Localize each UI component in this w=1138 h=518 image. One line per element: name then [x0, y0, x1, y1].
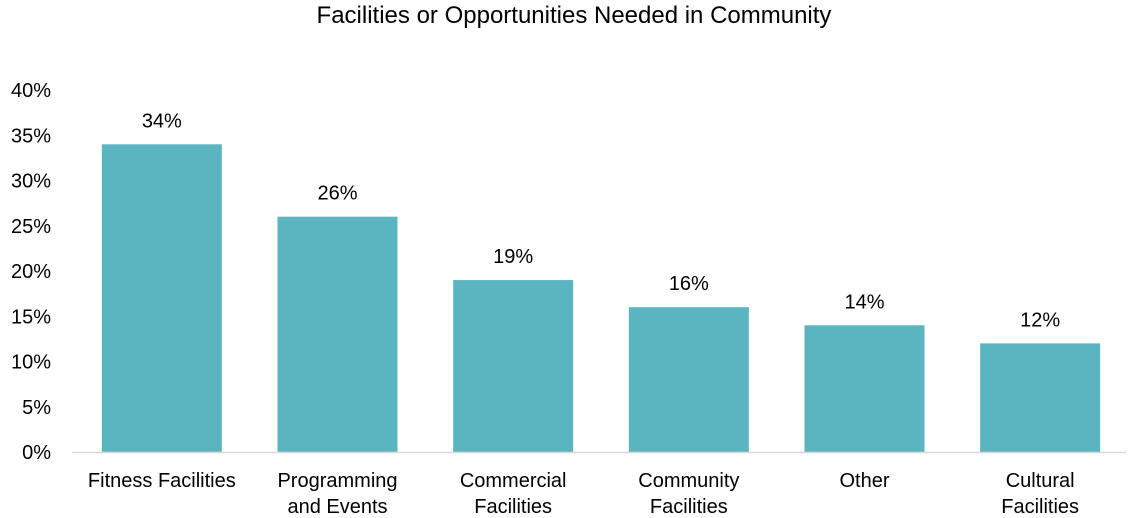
data-labels-group: 34% 26% 19% 16% 14% 12% — [142, 110, 1061, 331]
bar-value-label: 26% — [317, 183, 357, 205]
x-category-label: Commercial Facilities — [460, 470, 567, 518]
bar — [101, 144, 222, 453]
bar — [980, 343, 1101, 452]
x-category-label-line: Facilities — [474, 496, 552, 518]
y-tick-label: 0% — [22, 442, 51, 464]
x-category-label: Programming and Events — [277, 470, 397, 518]
bar-value-label: 19% — [493, 246, 533, 268]
y-tick-label: 35% — [11, 125, 51, 147]
bar-value-label: 16% — [669, 273, 709, 295]
chart-title: Facilities or Opportunities Needed in Co… — [317, 2, 832, 29]
x-category-label: Community Facilities — [638, 470, 739, 518]
bar — [277, 216, 398, 452]
y-tick-label: 25% — [11, 216, 51, 238]
bar-value-label: 34% — [142, 110, 182, 132]
x-category-label-line: Commercial — [460, 470, 567, 492]
y-axis: 0% 5% 10% 15% 20% 25% 30% 35% 40% — [11, 80, 51, 464]
x-category-label-line: Cultural — [1006, 470, 1075, 492]
y-tick-label: 15% — [11, 306, 51, 328]
bar-value-label: 12% — [1020, 309, 1060, 331]
bar — [628, 307, 749, 452]
y-tick-label: 5% — [22, 397, 51, 419]
x-category-label-line: Programming — [277, 470, 397, 492]
x-category-label-line: Community — [638, 470, 739, 492]
x-category-label: Other — [839, 470, 889, 492]
bar-value-label: 14% — [844, 291, 884, 313]
y-tick-label: 30% — [11, 171, 51, 193]
bars-group — [101, 144, 1101, 453]
x-axis: Fitness Facilities Programming and Events C… — [88, 470, 1079, 518]
x-category-label: Cultural Facilities — [1001, 470, 1079, 518]
x-category-label-line: Fitness Facilities — [88, 470, 236, 492]
bar — [453, 280, 574, 452]
y-tick-label: 40% — [11, 80, 51, 102]
bar — [804, 325, 925, 452]
y-tick-label: 20% — [11, 261, 51, 283]
x-category-label: Fitness Facilities — [88, 470, 236, 492]
y-tick-label: 10% — [11, 352, 51, 374]
x-category-label-line: Other — [839, 470, 889, 492]
x-category-label-line: Facilities — [1001, 496, 1079, 518]
x-category-label-line: Facilities — [650, 496, 728, 518]
x-category-label-line: and Events — [287, 496, 387, 518]
